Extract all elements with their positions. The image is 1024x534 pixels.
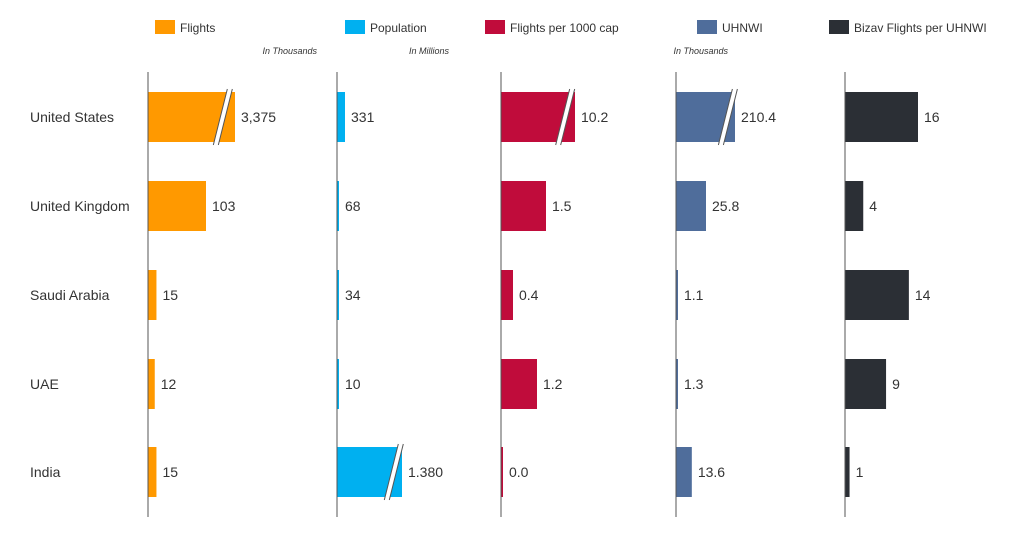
bar-bizav-flights-per-uhnwi-1 xyxy=(845,181,864,231)
axis-break-gap-flights-per-1000-cap-0 xyxy=(555,89,575,145)
unit-note-uhnwi: In Thousands xyxy=(673,46,728,56)
axis-break-line-a-flights-0 xyxy=(212,88,228,146)
value-label-uhnwi-0: 210.4 xyxy=(741,109,776,125)
value-label-flights-per-1000-cap-0: 10.2 xyxy=(581,109,608,125)
value-label-uhnwi-1: 25.8 xyxy=(712,198,739,214)
value-label-flights-4: 15 xyxy=(162,464,178,480)
bar-bizav-flights-per-uhnwi-3 xyxy=(845,359,887,409)
legend-label-flights-per-1000-cap: Flights per 1000 cap xyxy=(510,21,619,35)
bar-population-1 xyxy=(337,181,339,231)
value-label-bizav-flights-per-uhnwi-1: 4 xyxy=(869,198,877,214)
legend-swatch-uhnwi xyxy=(697,20,717,34)
value-label-population-3: 10 xyxy=(345,376,361,392)
axis-break-line-a-flights-per-1000-cap-0 xyxy=(555,88,571,146)
legend-swatch-bizav-flights-per-uhnwi xyxy=(829,20,849,34)
legend-label-population: Population xyxy=(370,21,427,35)
bar-uhnwi-1 xyxy=(676,181,706,231)
bar-flights-1 xyxy=(148,181,206,231)
bar-population-2 xyxy=(337,270,339,320)
bar-flights-per-1000-cap-2 xyxy=(501,270,513,320)
legend-label-bizav-flights-per-uhnwi: Bizav Flights per UHNWI xyxy=(854,21,987,35)
unit-note-flights: In Thousands xyxy=(262,46,317,56)
axis-break-gap-population-4 xyxy=(384,444,404,500)
bar-flights-3 xyxy=(148,359,155,409)
bar-uhnwi-3 xyxy=(676,359,678,409)
bar-population-0 xyxy=(337,92,345,142)
bar-bizav-flights-per-uhnwi-0 xyxy=(845,92,918,142)
axis-break-line-b-uhnwi-0 xyxy=(722,88,738,146)
bar-bizav-flights-per-uhnwi-4 xyxy=(845,447,850,497)
bar-bizav-flights-per-uhnwi-2 xyxy=(845,270,909,320)
bar-uhnwi-2 xyxy=(676,270,678,320)
category-label-united-kingdom: United Kingdom xyxy=(30,198,130,214)
legend-swatch-flights-per-1000-cap xyxy=(485,20,505,34)
bar-flights-2 xyxy=(148,270,157,320)
bar-uhnwi-4 xyxy=(676,447,692,497)
value-label-flights-per-1000-cap-3: 1.2 xyxy=(543,376,563,392)
value-label-uhnwi-3: 1.3 xyxy=(684,376,704,392)
value-label-uhnwi-4: 13.6 xyxy=(698,464,725,480)
bar-flights-per-1000-cap-1 xyxy=(501,181,546,231)
value-label-flights-per-1000-cap-2: 0.4 xyxy=(519,287,539,303)
value-label-flights-per-1000-cap-4: 0.0 xyxy=(509,464,529,480)
legend-swatch-population xyxy=(345,20,365,34)
value-label-flights-1: 103 xyxy=(212,198,236,214)
value-label-population-2: 34 xyxy=(345,287,361,303)
axis-break-line-b-flights-per-1000-cap-0 xyxy=(560,88,576,146)
legend-label-uhnwi: UHNWI xyxy=(722,21,763,35)
legend-label-flights: Flights xyxy=(180,21,215,35)
axis-break-line-b-population-4 xyxy=(388,443,404,501)
bar-flights-per-1000-cap-3 xyxy=(501,359,537,409)
value-label-flights-0: 3,375 xyxy=(241,109,276,125)
value-label-population-0: 331 xyxy=(351,109,375,125)
value-label-flights-2: 15 xyxy=(162,287,178,303)
category-label-uae: UAE xyxy=(30,376,59,392)
bar-flights-per-1000-cap-4 xyxy=(501,447,503,497)
bar-flights-4 xyxy=(148,447,157,497)
value-label-bizav-flights-per-uhnwi-2: 14 xyxy=(915,287,931,303)
category-label-saudi-arabia: Saudi Arabia xyxy=(30,287,110,303)
value-label-bizav-flights-per-uhnwi-3: 9 xyxy=(892,376,900,392)
value-label-flights-per-1000-cap-1: 1.5 xyxy=(552,198,572,214)
axis-break-gap-uhnwi-0 xyxy=(718,89,738,145)
value-label-uhnwi-2: 1.1 xyxy=(684,287,704,303)
bar-population-3 xyxy=(337,359,339,409)
axis-break-line-a-population-4 xyxy=(383,443,399,501)
unit-note-population: In Millions xyxy=(409,46,450,56)
value-label-bizav-flights-per-uhnwi-4: 1 xyxy=(856,464,864,480)
value-label-bizav-flights-per-uhnwi-0: 16 xyxy=(924,109,940,125)
value-label-population-4: 1.380 xyxy=(408,464,443,480)
value-label-flights-3: 12 xyxy=(161,376,177,392)
category-label-india: India xyxy=(30,464,61,480)
legend-swatch-flights xyxy=(155,20,175,34)
axis-break-line-a-uhnwi-0 xyxy=(717,88,733,146)
value-label-population-1: 68 xyxy=(345,198,361,214)
axis-break-line-b-flights-0 xyxy=(217,88,233,146)
axis-break-gap-flights-0 xyxy=(213,89,233,145)
category-label-united-states: United States xyxy=(30,109,114,125)
